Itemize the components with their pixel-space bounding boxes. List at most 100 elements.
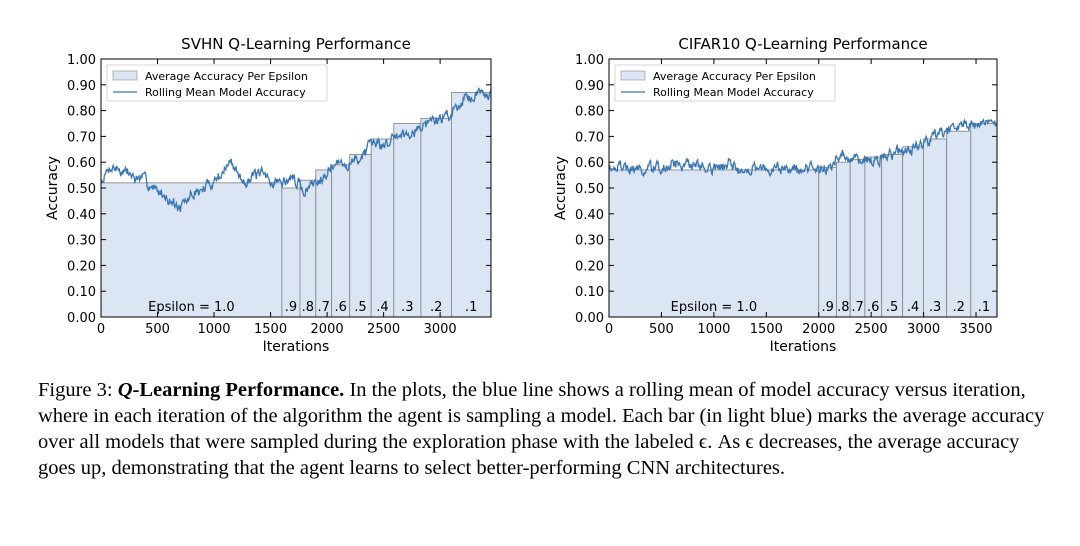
epsilon-label: .3 bbox=[929, 300, 941, 315]
chart-1: SVHN Q-Learning Performance 0.00 0.10 0.20 0… bbox=[45, 35, 492, 355]
epsilon-bar bbox=[946, 130, 972, 318]
x-tick-label: 1000 bbox=[197, 322, 230, 337]
y-axis-label: Accuracy bbox=[45, 156, 61, 220]
epsilon-bar bbox=[299, 179, 317, 318]
y-tick-label: 0.50 bbox=[575, 182, 604, 197]
epsilon-bar bbox=[923, 138, 948, 318]
epsilon-bar bbox=[331, 164, 351, 318]
y-tick-label: 0.30 bbox=[67, 234, 96, 249]
epsilon-bar bbox=[370, 138, 395, 318]
rolling-mean-line bbox=[608, 118, 998, 178]
y-tick-label: 0.40 bbox=[67, 208, 96, 223]
epsilon-bar bbox=[315, 169, 333, 318]
epsilon-label: .5 bbox=[354, 300, 366, 315]
x-tick-label: 500 bbox=[649, 322, 674, 337]
y-tick-label: 0.10 bbox=[575, 285, 604, 300]
y-tick-label: 0.90 bbox=[575, 79, 604, 94]
chart-title: CIFAR10 Q-Learning Performance bbox=[678, 35, 927, 53]
caption-lead: Figure 3: bbox=[38, 379, 118, 401]
epsilon-label: .7 bbox=[851, 300, 863, 315]
y-tick-label: 0.10 bbox=[67, 285, 96, 300]
caption-title-q: Q bbox=[117, 379, 133, 401]
epsilon-bar bbox=[902, 146, 925, 318]
legend-label-bar: Average Accuracy Per Epsilon bbox=[145, 70, 308, 83]
caption-title: Q-Learning Performance. bbox=[118, 379, 345, 401]
legend-swatch-bar bbox=[112, 70, 138, 81]
y-tick-label: 0.70 bbox=[67, 130, 96, 145]
epsilon-label: .8 bbox=[837, 300, 849, 315]
y-tick-label: 0.60 bbox=[575, 156, 604, 171]
legend-label-line: Rolling Mean Model Accuracy bbox=[653, 86, 814, 99]
epsilon-label: .2 bbox=[953, 300, 965, 315]
epsilon-label: .4 bbox=[907, 300, 919, 315]
epsilon-bar bbox=[836, 161, 851, 318]
caption-title-rest: -Learning Performance. bbox=[132, 379, 345, 401]
epsilon-label: .9 bbox=[285, 300, 297, 315]
y-tick-label: 0.90 bbox=[67, 79, 96, 94]
chart-2: CIFAR10 Q-Learning Performance 0.00 0.10 0.… bbox=[553, 35, 998, 355]
epsilon-label: .1 bbox=[465, 300, 477, 315]
x-tick-label: 3000 bbox=[907, 322, 940, 337]
y-tick-label: 0.00 bbox=[67, 311, 96, 326]
rolling-mean-line bbox=[100, 87, 492, 212]
epsilon-bar bbox=[393, 123, 422, 318]
x-tick-label: 1500 bbox=[750, 322, 783, 337]
epsilon-bar bbox=[818, 166, 838, 318]
epsilon-label: Epsilon = 1.0 bbox=[148, 300, 235, 315]
x-tick-label: 2000 bbox=[802, 322, 835, 337]
x-tick-label: 3500 bbox=[959, 322, 992, 337]
epsilon-label: .8 bbox=[302, 300, 314, 315]
y-tick-label: 0.00 bbox=[575, 311, 604, 326]
figure-caption: Figure 3: Q-Learning Performance. In the… bbox=[38, 377, 1048, 481]
x-tick-label: 1000 bbox=[697, 322, 730, 337]
x-tick-label: 3000 bbox=[424, 322, 457, 337]
epsilon-bar bbox=[349, 154, 372, 318]
y-tick-label: 0.80 bbox=[575, 105, 604, 120]
y-tick-label: 0.80 bbox=[67, 105, 96, 120]
caption-body: In the plots, the blue line shows a roll… bbox=[38, 379, 1045, 479]
x-tick-label: 1500 bbox=[254, 322, 287, 337]
epsilon-label: .1 bbox=[978, 300, 990, 315]
chart-title: SVHN Q-Learning Performance bbox=[181, 35, 411, 53]
x-tick-label: 2500 bbox=[855, 322, 888, 337]
epsilon-label: .2 bbox=[430, 300, 442, 315]
y-tick-label: 0.70 bbox=[575, 130, 604, 145]
epsilon-bar bbox=[420, 117, 452, 318]
y-tick-label: 0.30 bbox=[575, 234, 604, 249]
x-tick-label: 0 bbox=[97, 322, 105, 337]
epsilon-label: Epsilon = 1.0 bbox=[671, 300, 758, 315]
legend-label-bar: Average Accuracy Per Epsilon bbox=[653, 70, 816, 83]
epsilon-label: .6 bbox=[867, 300, 879, 315]
epsilon-label: .3 bbox=[401, 300, 413, 315]
y-tick-label: 0.20 bbox=[67, 259, 96, 274]
x-tick-label: 2500 bbox=[367, 322, 400, 337]
epsilon-label: .4 bbox=[376, 300, 388, 315]
legend-box bbox=[614, 64, 836, 102]
epsilon-bar bbox=[864, 156, 883, 318]
y-tick-label: 0.50 bbox=[67, 182, 96, 197]
y-axis-label: Accuracy bbox=[553, 156, 569, 220]
figure-charts: SVHN Q-Learning Performance0.000.100.200… bbox=[45, 35, 998, 355]
epsilon-label: .6 bbox=[334, 300, 346, 315]
y-tick-label: 0.20 bbox=[575, 259, 604, 274]
legend-swatch-bar bbox=[620, 70, 646, 81]
epsilon-bar bbox=[849, 159, 866, 318]
x-axis-label: Iterations bbox=[770, 339, 837, 355]
legend-box bbox=[106, 64, 328, 102]
epsilon-label: .9 bbox=[821, 300, 833, 315]
epsilon-bar bbox=[970, 123, 998, 318]
x-axis-label: Iterations bbox=[263, 339, 330, 355]
y-tick-label: 1.00 bbox=[67, 53, 96, 68]
epsilon-bar bbox=[100, 182, 283, 318]
y-tick-label: 0.60 bbox=[67, 156, 96, 171]
y-tick-label: 0.40 bbox=[575, 208, 604, 223]
x-tick-label: 0 bbox=[605, 322, 613, 337]
y-tick-label: 1.00 bbox=[575, 53, 604, 68]
epsilon-bar bbox=[608, 169, 820, 318]
x-tick-label: 2000 bbox=[311, 322, 344, 337]
epsilon-label: .5 bbox=[886, 300, 898, 315]
epsilon-bar bbox=[881, 154, 904, 318]
epsilon-label: .7 bbox=[317, 300, 329, 315]
epsilon-bar bbox=[450, 92, 492, 318]
x-tick-label: 500 bbox=[145, 322, 170, 337]
